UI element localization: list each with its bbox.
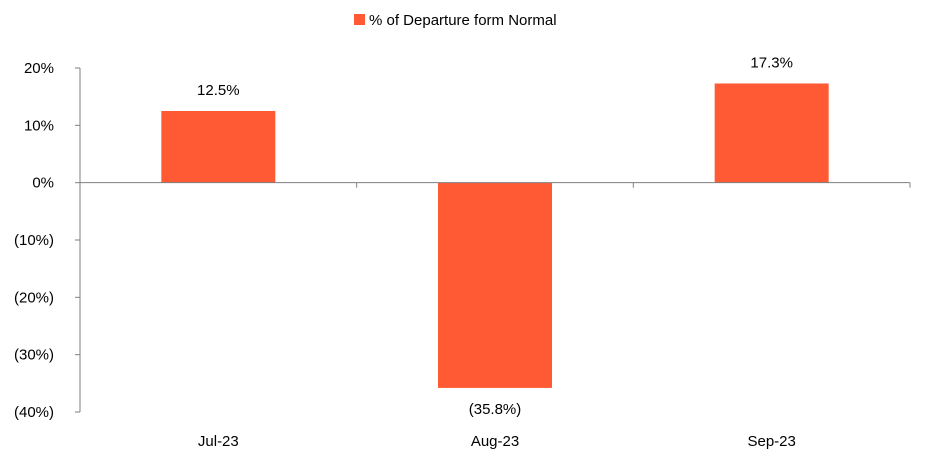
data-label: (35.8%) [469,401,522,418]
x-tick-label: Aug-23 [471,433,519,450]
x-tick-label: Jul-23 [198,433,239,450]
data-label: 12.5% [197,82,240,99]
y-tick-label: (30%) [14,347,54,364]
y-tick-label: 0% [32,175,54,192]
y-axis: 20% 10% 0% (10%) (20%) (30%) (40%) [14,60,80,421]
y-tick-label: (40%) [14,404,54,421]
y-tick-label: (20%) [14,289,54,306]
legend-label: % of Departure form Normal [369,12,557,29]
y-tick-label: 20% [24,60,54,77]
y-tick-label: 10% [24,117,54,134]
bar-jul-23 [161,111,275,183]
legend: % of Departure form Normal [354,12,557,29]
x-tick-label: Sep-23 [747,433,795,450]
plot-area: 12.5% (35.8%) 17.3% [161,54,828,417]
legend-swatch [354,14,365,25]
y-tick-label: (10%) [14,232,54,249]
bar-aug-23 [438,183,552,388]
bar-sep-23 [715,83,829,182]
data-label: 17.3% [750,54,793,71]
